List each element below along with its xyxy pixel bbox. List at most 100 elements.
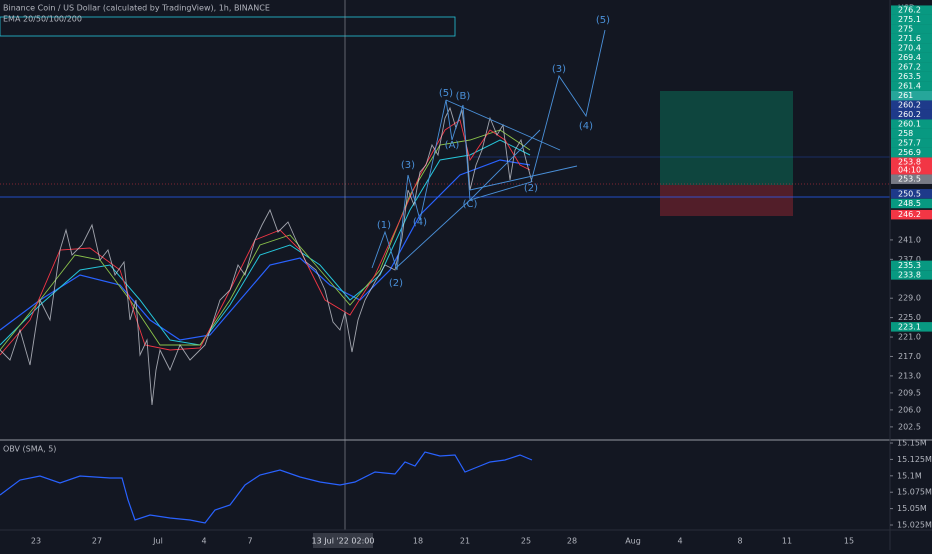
obv-tick-label: 15.1M — [897, 471, 922, 480]
wave-label: (5) — [596, 15, 610, 26]
price-marker — [891, 5, 932, 15]
selection-box — [0, 16, 456, 37]
price-marker-label: 267.2 — [898, 63, 921, 72]
price-marker — [891, 322, 932, 332]
price-marker-label: 271.6 — [898, 34, 921, 43]
x-tick-label: 25 — [521, 537, 531, 546]
wave-drawing — [371, 29, 606, 271]
price-marker-label: 248.5 — [898, 199, 921, 208]
y-tick-label: 225.0 — [898, 313, 921, 322]
y-tick-label: 229.0 — [898, 294, 921, 303]
stop-zone — [660, 185, 793, 216]
price-marker-label: 260.2 — [898, 110, 921, 119]
price-marker-label: 269.4 — [898, 53, 921, 62]
price-marker — [891, 33, 932, 44]
ema-200 — [0, 159, 531, 341]
x-tick-label: 21 — [460, 537, 470, 546]
obv-line — [0, 451, 533, 524]
x-tick-label: 7 — [247, 537, 252, 546]
price-marker-label: 260.2 — [898, 101, 921, 110]
wave-label: (4) — [413, 217, 427, 228]
wave-label: (A) — [445, 140, 460, 151]
target-zone — [660, 91, 793, 185]
y-tick-label: 237.0 — [898, 255, 921, 264]
wave-label: (5) — [439, 88, 453, 99]
ema-100 — [0, 139, 531, 346]
wave-label: (3) — [401, 160, 415, 171]
y-tick-label: 202.5 — [898, 422, 921, 431]
price-marker — [891, 100, 932, 110]
price-marker-label: 270.4 — [898, 44, 921, 53]
x-tick-label: 23 — [31, 537, 41, 546]
x-tick-label: 27 — [92, 537, 102, 546]
price-marker-label: 257.7 — [898, 139, 921, 148]
price-marker — [891, 189, 932, 199]
obv-tick-label: 15.125M — [897, 455, 932, 464]
wave-label: (3) — [552, 64, 566, 75]
obv-tick-label: 15.025M — [897, 521, 932, 530]
price-marker-label: 258 — [898, 129, 913, 138]
ema-20 — [0, 119, 531, 356]
price-marker — [891, 119, 932, 129]
price-marker-label: 275.1 — [898, 15, 921, 24]
obv-tick-label: 15.15M — [897, 439, 927, 448]
crosshair-box — [313, 533, 373, 548]
price-marker-label: 253.8 — [898, 157, 921, 166]
price-marker — [891, 24, 932, 34]
price-marker — [891, 174, 932, 184]
symbol-title: Binance Coin / US Dollar (calculated by … — [3, 4, 270, 13]
y-tick-label: 217.0 — [898, 352, 921, 361]
price-marker — [891, 270, 932, 280]
x-tick-label: 8 — [737, 537, 742, 546]
x-tick-label: 18 — [413, 537, 423, 546]
price-marker-label: 260.1 — [898, 120, 921, 129]
price-marker-label: 253.5 — [898, 175, 921, 184]
price-marker-label: 223.1 — [898, 322, 921, 331]
price-marker-label: 275 — [898, 25, 913, 34]
price-marker-label: 233.8 — [898, 270, 921, 279]
y-tick-label: 209.5 — [898, 388, 921, 397]
price-marker-label: 261 — [898, 91, 913, 100]
x-tick-label: Aug — [625, 537, 641, 546]
y-tick-label: 213.0 — [898, 371, 921, 380]
price-marker — [891, 109, 932, 120]
obv-tick-label: 15.075M — [897, 488, 932, 497]
x-tick-label: 4 — [677, 537, 682, 546]
price-marker — [891, 138, 932, 148]
y-tick-label: 221.0 — [898, 333, 921, 342]
price-marker-label: 276.2 — [898, 6, 921, 15]
price-marker-label: 256.9 — [898, 148, 921, 157]
price-marker — [891, 62, 932, 72]
price-series — [0, 106, 533, 406]
obv-tick-label: 15.05M — [897, 504, 927, 513]
price-marker-label: 263.5 — [898, 72, 921, 81]
price-marker-label: 246.2 — [898, 210, 921, 219]
price-marker — [891, 71, 932, 82]
wave-label: (B) — [456, 91, 471, 102]
wave-label: (1) — [377, 220, 391, 231]
wave-label: (4) — [579, 121, 593, 132]
countdown-label: 04:10 — [898, 165, 921, 174]
price-marker-label: 250.5 — [898, 189, 921, 198]
price-marker — [891, 43, 932, 53]
x-tick-label: 28 — [567, 537, 577, 546]
price-marker — [891, 81, 932, 91]
wave-label: (2) — [389, 278, 403, 289]
price-marker — [891, 198, 932, 209]
price-marker — [891, 128, 932, 139]
x-tick-label: 4 — [201, 537, 206, 546]
ema-50 — [0, 129, 531, 351]
x-tick-label: Jul — [152, 537, 163, 546]
price-marker — [891, 260, 932, 271]
price-marker — [891, 90, 932, 101]
price-marker-label: 261.4 — [898, 82, 921, 91]
y-tick-label: 206.0 — [898, 405, 921, 414]
wave-label: (C) — [463, 199, 478, 210]
price-marker — [891, 209, 932, 220]
price-marker-label: 235.3 — [898, 261, 921, 270]
wave-label: (2) — [524, 183, 538, 194]
price-marker — [891, 52, 932, 63]
y-tick-label: 241.0 — [898, 235, 921, 244]
x-tick-label: 15 — [844, 537, 854, 546]
